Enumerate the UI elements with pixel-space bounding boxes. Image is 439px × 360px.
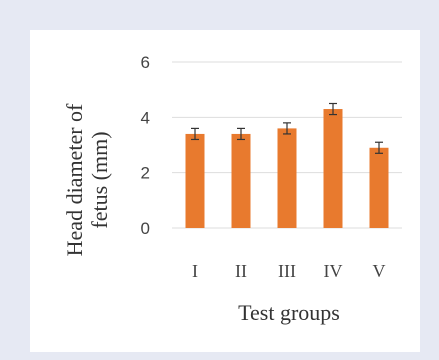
x-tick-label: III bbox=[278, 261, 296, 281]
bar bbox=[369, 147, 389, 228]
x-axis-label: Test groups bbox=[238, 300, 340, 325]
bar bbox=[185, 133, 205, 228]
bars bbox=[185, 102, 389, 228]
y-axis-label-line-2: fetus (mm) bbox=[87, 131, 112, 228]
x-tick-label: II bbox=[235, 261, 247, 281]
x-tick-label: IV bbox=[324, 261, 343, 281]
x-tick-label: V bbox=[373, 261, 386, 281]
y-axis-ticks: 0 2 4 6 bbox=[141, 53, 150, 238]
y-tick-label: 6 bbox=[141, 53, 150, 72]
x-axis-ticks: I II III IV V bbox=[192, 261, 386, 281]
chart-panel bbox=[30, 30, 420, 352]
y-tick-label: 4 bbox=[141, 108, 150, 127]
bar bbox=[323, 109, 343, 228]
bar bbox=[277, 128, 297, 228]
y-tick-label: 0 bbox=[141, 219, 150, 238]
x-tick-label: I bbox=[192, 261, 198, 281]
y-tick-label: 2 bbox=[141, 164, 150, 183]
y-axis-label-line-1: Head diameter of bbox=[62, 103, 87, 256]
bar bbox=[231, 133, 251, 228]
